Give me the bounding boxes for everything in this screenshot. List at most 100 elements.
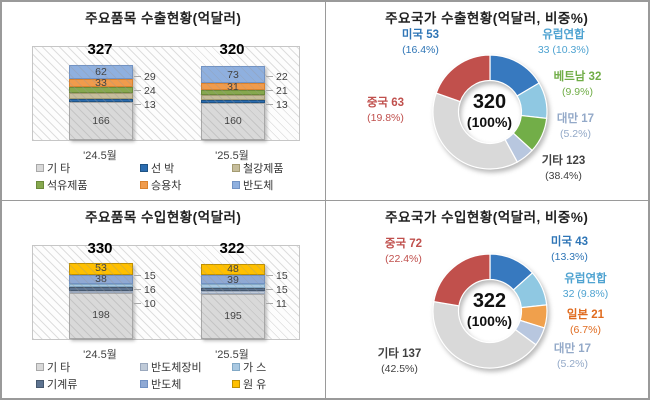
bar-segment-기계류: [201, 287, 265, 292]
bar-segment-선박: [69, 98, 133, 102]
donut-label-line1: 미국 53: [401, 29, 440, 41]
bar-segment-가스: [69, 283, 133, 287]
export-countries-title: 주요국가 수출현황(억달러, 비중%): [385, 11, 589, 26]
donut-center-percent: (100%): [466, 114, 513, 130]
bar-segment-선박: [201, 100, 265, 104]
donut-label-line2: (6.7%): [570, 323, 601, 336]
segment-value-label: 31: [227, 80, 239, 93]
panel-import-items: 주요품목 수입현황(억달러) 198 38 53 195 39 48 기 타 반도체장비 가 …: [2, 200, 325, 398]
legend-swatch-icon: [140, 379, 148, 388]
donut-label-line1: 중국 72: [384, 237, 423, 250]
donut-center-value: 322: [472, 289, 507, 312]
donut-label-미국: 미국 53 (16.4%): [356, 28, 486, 57]
legend-swatch-icon: [232, 181, 240, 189]
bar-segment-기타: 166: [69, 101, 133, 140]
legend-item-선박: 선 박: [140, 160, 174, 176]
legend-item-가스: 가 스: [232, 359, 266, 375]
donut-chart: [431, 252, 548, 369]
legend-label: 석유제품: [47, 180, 88, 192]
panel-import-countries: 주요국가 수입현황(억달러, 비중%) 322 (100%) 미국 43 (13.3%…: [325, 200, 648, 398]
donut-center-percent: (100%): [466, 312, 513, 329]
legend-swatch-icon: [232, 379, 240, 388]
legend-item-기계류: 기계류: [36, 376, 77, 392]
legend-item-석유제품: 석유제품: [36, 177, 87, 193]
legend-item-기타: 기 타: [36, 160, 70, 176]
bar-segment-반도체: 39: [201, 274, 265, 285]
leader-tick: [134, 288, 141, 290]
donut-center-value: 320: [472, 91, 507, 113]
bar-total-label: 320: [219, 41, 245, 58]
leader-tick: [266, 274, 273, 276]
segment-value-label-outside: 11: [276, 297, 287, 310]
legend-label: 승용차: [151, 180, 182, 192]
bar-segment-기타: 198: [69, 292, 133, 339]
legend-swatch-icon: [36, 362, 44, 371]
legend-item-원유: 원 유: [232, 376, 266, 392]
legend-label: 기 타: [47, 361, 71, 374]
donut-label-중국: 중국 63 (19.8%): [326, 96, 451, 125]
bar-total-label: 327: [87, 41, 113, 58]
segment-value-label-outside: 10: [144, 297, 156, 310]
bar-segment-철강제품: [201, 95, 265, 101]
leader-tick: [266, 302, 273, 304]
leader-tick: [266, 76, 273, 77]
donut-label-line2: (16.4%): [402, 44, 439, 56]
legend-label: 기계류: [47, 378, 78, 391]
donut-label-line2: (42.5%): [381, 362, 418, 375]
legend-swatch-icon: [140, 362, 148, 371]
donut-slice-중국: [434, 54, 491, 103]
stacked-bar: 195 39 48: [201, 263, 265, 339]
donut-label-line1: 기타 123: [541, 155, 586, 167]
bar-segment-원유: 53: [69, 262, 133, 275]
bar-segment-석유제품: [69, 86, 133, 94]
segment-value-label: 33: [95, 76, 107, 89]
segment-value-label: 73: [227, 68, 239, 81]
donut-label-line2: (9.9%): [562, 86, 593, 98]
donut-label-베트남: 베트남 32 (9.9%): [513, 70, 643, 99]
bar-segment-반도체: 38: [69, 274, 133, 284]
bar-segment-반도체: 73: [201, 66, 265, 84]
bar-segment-가스: [201, 284, 265, 288]
donut-label-line2: (13.3%): [551, 250, 588, 263]
bar-segment-승용차: 33: [69, 76, 133, 89]
legend-swatch-icon: [140, 181, 148, 189]
segment-value-label-outside: 15: [276, 269, 288, 282]
donut-label-중국: 중국 72 (22.4%): [339, 237, 469, 266]
legend-item-반도체장비: 반도체장비: [140, 359, 202, 375]
export-items-title: 주요품목 수출현황(억달러): [85, 11, 242, 26]
donut-label-line1: 중국 63: [366, 97, 405, 109]
segment-value-label: 53: [95, 262, 107, 275]
legend-label: 원 유: [243, 378, 267, 391]
donut-label-line1: 베트남 32: [553, 71, 602, 83]
segment-value-label-outside: 21: [276, 85, 288, 97]
legend-item-반도체: 반도체: [232, 177, 273, 193]
bar-segment-기타: 160: [201, 103, 265, 140]
bar-total-label: 322: [219, 239, 245, 257]
segment-value-label: 48: [227, 263, 239, 276]
import-items-title: 주요품목 수입현황(억달러): [85, 209, 242, 225]
leader-tick: [134, 274, 141, 276]
segment-value-label-outside: 22: [276, 71, 288, 83]
legend-label: 반도체장비: [151, 361, 202, 374]
legend-swatch-icon: [232, 164, 240, 172]
donut-label-대만: 대만 17 (5.2%): [508, 342, 638, 371]
donut-slice-기타: [431, 300, 537, 369]
donut-label-line1: 미국 43: [550, 235, 589, 248]
bar-segment-기타: 195: [201, 293, 265, 339]
category-label: '24.5월: [83, 150, 117, 162]
donut-label-line2: 32 (9.8%): [562, 287, 609, 300]
segment-value-label-outside: 13: [144, 99, 156, 111]
leader-tick: [134, 104, 141, 105]
category-label: '25.5월: [215, 348, 249, 361]
legend-item-기타: 기 타: [36, 359, 70, 375]
segment-value-label-outside: 13: [276, 99, 288, 111]
donut-slice-기타: [431, 92, 518, 170]
donut-label-line1: 유럽연합: [542, 29, 585, 41]
bar-segment-철강제품: [69, 93, 133, 99]
import-items-plot: 198 38 53 195 39 48: [32, 244, 300, 340]
legend-swatch-icon: [140, 164, 148, 172]
donut-label-기타: 기타 123 (38.4%): [499, 154, 629, 183]
donut-label-line2: (19.8%): [367, 112, 404, 124]
legend-item-철강제품: 철강제품: [232, 160, 283, 176]
